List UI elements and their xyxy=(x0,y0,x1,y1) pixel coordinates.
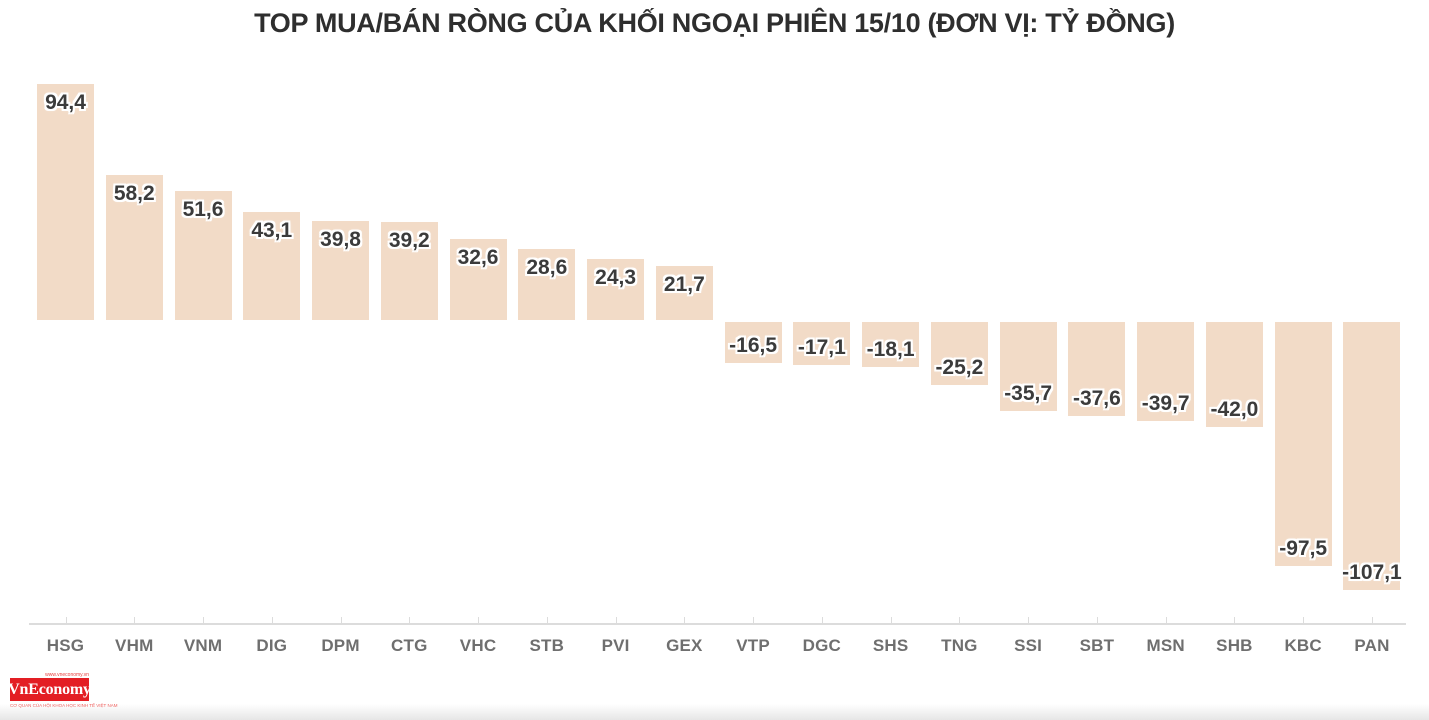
x-axis-tick xyxy=(1303,617,1305,623)
bar-value-label: 39,8 xyxy=(320,227,361,251)
x-axis-tick xyxy=(753,617,755,623)
logo-url-text: www.vneconomy.vn xyxy=(45,672,89,678)
bar-kbc xyxy=(1274,322,1332,566)
x-axis-tick xyxy=(409,617,411,623)
x-axis-tick xyxy=(271,617,273,623)
bar-shs xyxy=(862,322,920,368)
x-axis-label-stb: STB xyxy=(529,636,565,655)
bar-value-label: 32,6 xyxy=(457,245,499,269)
bar-value-label: 43,1 xyxy=(251,219,293,243)
bar-value-label: -42,0 xyxy=(1210,398,1259,421)
bar-value-label: -25,2 xyxy=(935,356,984,379)
x-axis-label-ssi: SSI xyxy=(1014,636,1043,655)
bar-dpm xyxy=(312,220,370,320)
x-axis-label-sbt: SBT xyxy=(1079,636,1115,655)
bar-vtp xyxy=(724,322,782,364)
bar-value-label: 28,6 xyxy=(526,255,568,279)
bar-value-label: -39,7 xyxy=(1141,392,1190,416)
x-axis-label-vhm: VHM xyxy=(115,636,154,655)
x-axis-tick xyxy=(134,617,136,623)
x-axis-label-vhc: VHC xyxy=(459,636,497,655)
bar-value-label: -37,6 xyxy=(1072,387,1121,410)
vneconomy-logo: www.vneconomy.vn VnEconomy CƠ QUAN CỦA H… xyxy=(8,672,117,709)
bar-vhm xyxy=(105,174,163,320)
bar-value-label: 21,7 xyxy=(663,272,705,296)
bar-value-label: 58,2 xyxy=(113,181,155,205)
x-axis-tick xyxy=(1371,617,1373,623)
x-axis-label-ctg: CTG xyxy=(391,636,428,655)
bar-vnm xyxy=(174,191,232,320)
x-axis-label-dgc: DGC xyxy=(802,636,842,655)
x-axis-tick xyxy=(340,617,342,623)
bar-value-label: 39,2 xyxy=(388,229,430,252)
bar-value-label: -17,1 xyxy=(797,335,846,359)
x-axis-tick xyxy=(615,617,617,623)
bar-value-label: -97,5 xyxy=(1279,536,1328,560)
x-axis-tick xyxy=(65,617,67,623)
bar-msn xyxy=(1137,322,1195,422)
x-axis-label-gex: GEX xyxy=(666,636,703,655)
bar-value-label: 24,3 xyxy=(595,266,637,290)
x-axis-tick xyxy=(1096,617,1098,623)
bar-ssi xyxy=(999,322,1057,412)
x-axis-tick xyxy=(821,617,823,623)
x-axis-tick xyxy=(1028,617,1030,623)
logo-wordmark: VnEconomy xyxy=(8,680,91,698)
bar-vhc xyxy=(449,238,507,320)
bar-hsg xyxy=(37,84,94,320)
bar-tng xyxy=(930,322,988,385)
x-axis-tick xyxy=(546,617,548,623)
x-axis-label-dpm: DPM xyxy=(321,636,360,655)
x-axis-tick xyxy=(203,617,205,623)
bar-stb xyxy=(518,248,576,320)
logo-tagline: CƠ QUAN CỦA HỘI KHOA HỌC KINH TẾ VIỆT NA… xyxy=(10,703,118,708)
x-axis-label-kbc: KBC xyxy=(1284,636,1322,655)
x-axis-tick xyxy=(1165,617,1167,623)
x-axis-label-vtp: VTP xyxy=(736,636,770,655)
x-axis-tick xyxy=(684,617,686,623)
bar-value-label: -35,7 xyxy=(1004,382,1053,406)
x-axis-tick xyxy=(478,617,480,623)
bar-pan xyxy=(1343,322,1401,590)
bar-value-label: 94,4 xyxy=(45,91,86,114)
x-axis-tick xyxy=(959,617,961,623)
x-axis-tick xyxy=(890,617,892,623)
x-axis-label-pan: PAN xyxy=(1354,636,1390,655)
x-axis-label-tng: TNG xyxy=(941,636,978,655)
x-axis-label-msn: MSN xyxy=(1146,636,1185,655)
x-axis-label-dig: DIG xyxy=(256,636,288,655)
x-axis-label-pvi: PVI xyxy=(601,636,630,655)
bar-dgc xyxy=(793,322,851,365)
bar-value-label: -16,5 xyxy=(729,334,778,358)
bar-shb xyxy=(1205,322,1263,427)
logo-box: VnEconomy xyxy=(8,678,91,701)
x-axis-tick xyxy=(1234,617,1236,623)
x-axis-label-shs: SHS xyxy=(872,636,909,655)
x-axis-label-shb: SHB xyxy=(1216,636,1253,655)
bar-ctg xyxy=(380,222,438,320)
bar-value-label: -107,1 xyxy=(1342,560,1402,584)
x-axis-label-hsg: HSG xyxy=(46,636,85,655)
bar-dig xyxy=(243,212,301,320)
bar-sbt xyxy=(1068,322,1126,416)
x-axis-line xyxy=(29,623,1406,625)
bar-pvi xyxy=(587,259,645,320)
x-axis-label-vnm: VNM xyxy=(183,636,223,655)
bar-value-label: 51,6 xyxy=(182,198,224,221)
bar-gex xyxy=(655,265,713,320)
bar-value-label: -18,1 xyxy=(866,338,915,362)
chart-title: TOP MUA/BÁN RÒNG CỦA KHỐI NGOẠI PHIÊN 15… xyxy=(254,8,1175,38)
